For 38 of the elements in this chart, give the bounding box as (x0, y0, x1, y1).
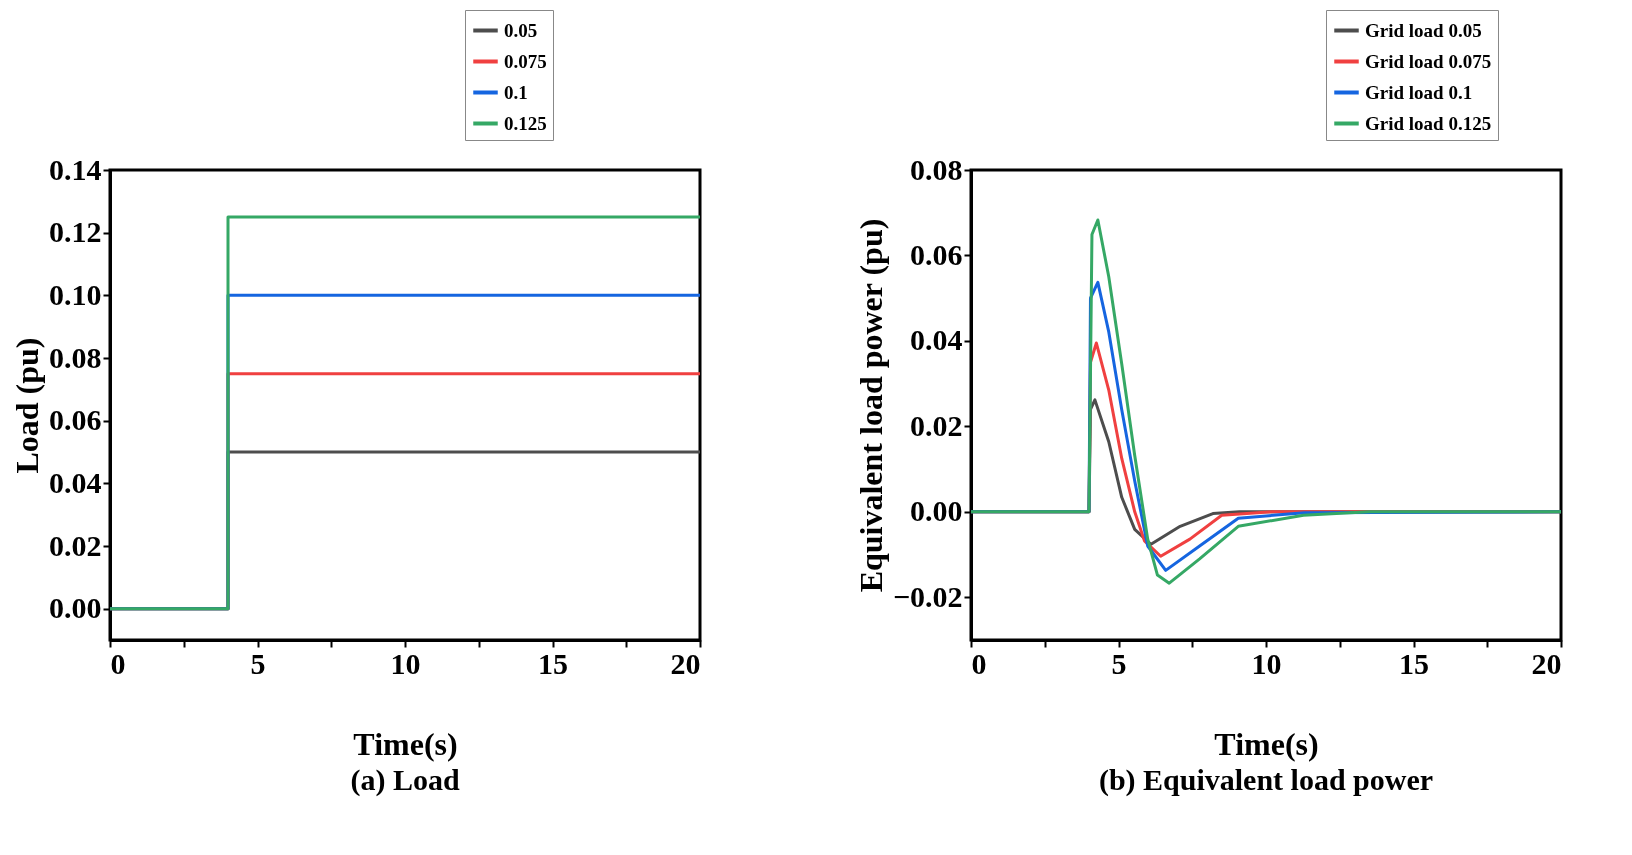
y-tick-label: 0.02 (49, 528, 102, 562)
y-tick-label: 0.00 (49, 591, 102, 625)
legend-label: Grid load 0.125 (1365, 112, 1492, 134)
y-tick-label: 0.04 (910, 323, 963, 357)
x-tick-label: 20 (670, 646, 701, 680)
y-tick-label: 0.06 (910, 237, 963, 271)
legend-label: 0.1 (504, 81, 528, 103)
y-tick-label: 0.10 (49, 277, 102, 311)
y-tick-label: 0.00 (910, 494, 963, 528)
x-tick-label: 20 (1531, 646, 1562, 680)
x-tick-label: 0 (971, 646, 987, 680)
legend-label: Grid load 0.05 (1365, 19, 1482, 41)
text: (b) Equivalent load power (1098, 763, 1434, 797)
text: (a) Load (350, 763, 460, 797)
y-tick-label: 0.08 (49, 340, 102, 374)
legend-label: Grid load 0.075 (1365, 50, 1492, 72)
y-tick-label: 0.08 (910, 152, 963, 186)
y-axis-title: Equivalent load power (pu) (852, 218, 889, 593)
legend-label: 0.075 (504, 50, 547, 72)
x-tick-label: 5 (250, 646, 266, 680)
y-tick-label: 0.12 (49, 215, 102, 249)
legend-label: 0.05 (504, 19, 538, 41)
legend-label: 0.125 (504, 112, 547, 134)
x-tick-label: 0 (110, 646, 126, 680)
x-tick-label: 15 (538, 646, 568, 680)
y-axis-title: Load (pu) (9, 337, 45, 474)
y-tick-label: 0.04 (49, 465, 102, 499)
y-tick-label: 0.06 (49, 403, 102, 437)
x-axis-title: Time(s) (353, 725, 458, 762)
x-tick-label: 5 (1111, 646, 1127, 680)
y-tick-label: −0.02 (892, 579, 963, 613)
x-tick-label: 10 (390, 646, 421, 680)
x-tick-label: 15 (1399, 646, 1429, 680)
x-tick-label: 10 (1251, 646, 1282, 680)
y-tick-label: 0.02 (910, 408, 963, 442)
x-axis-title: Time(s) (1214, 725, 1319, 762)
legend-label: Grid load 0.1 (1365, 81, 1473, 103)
y-tick-label: 0.14 (49, 152, 102, 186)
